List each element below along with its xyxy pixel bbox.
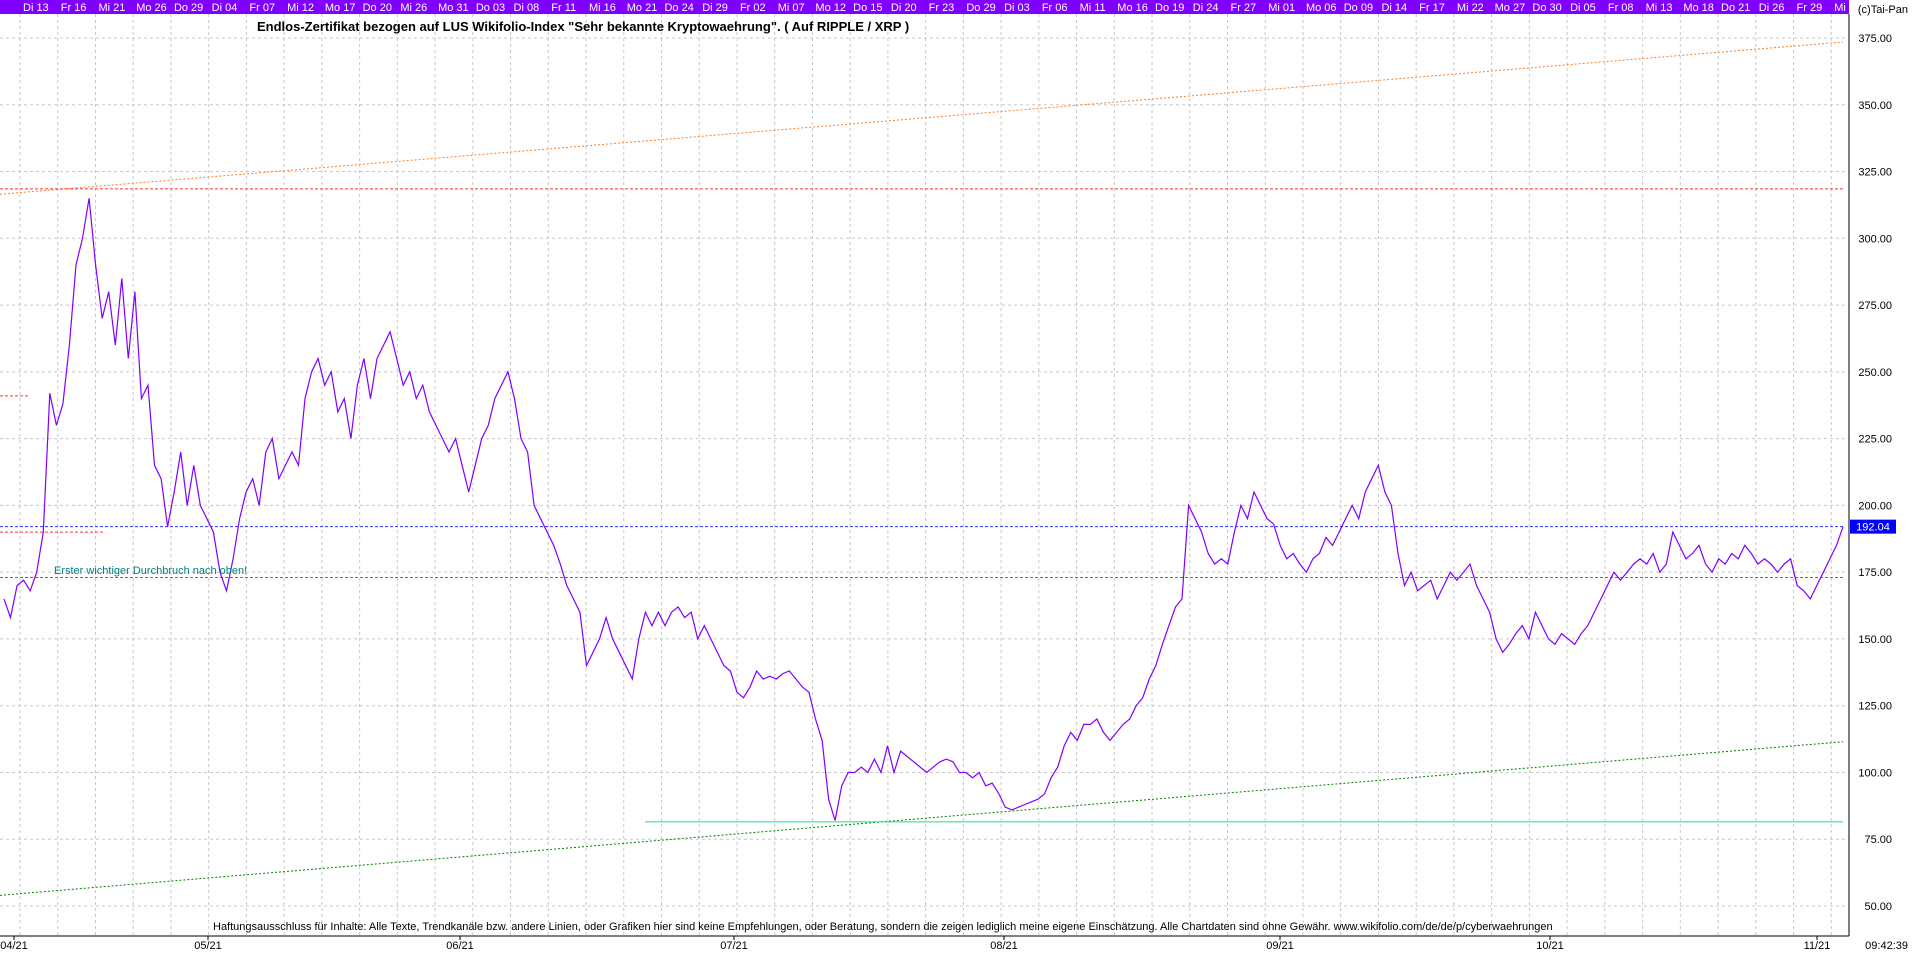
top-date-label: Fr 23 (929, 2, 955, 14)
top-date-label: Di 29 (702, 2, 728, 14)
top-date-bar (0, 0, 1849, 14)
top-date-label: Fr 16 (61, 2, 87, 14)
chart-title: Endlos-Zertifikat bezogen auf LUS Wikifo… (257, 19, 909, 34)
top-date-label: Fr 27 (1231, 2, 1257, 14)
top-date-label: Do 09 (1344, 2, 1373, 14)
top-date-label: Di 04 (212, 2, 238, 14)
y-tick-label: 375.00 (1858, 33, 1892, 45)
month-label: 06/21 (446, 940, 474, 952)
top-date-label: Mi 22 (1457, 2, 1484, 14)
y-tick-label: 175.00 (1858, 567, 1892, 579)
top-date-label: Di 13 (23, 2, 49, 14)
last-value-label: 192.04 (1856, 522, 1890, 534)
y-tick-label: 225.00 (1858, 434, 1892, 446)
top-date-label: Fr 17 (1419, 2, 1445, 14)
top-date-label: Mi 21 (98, 2, 125, 14)
top-date-label: Di 05 (1570, 2, 1596, 14)
top-date-label: Mi 16 (589, 2, 616, 14)
top-date-label: Mo 12 (815, 2, 846, 14)
month-label: 04/21 (0, 940, 28, 952)
top-date-label: Mi 13 (1646, 2, 1673, 14)
top-date-label: Do 29 (174, 2, 203, 14)
timestamp-label: 09:42:39 (1865, 940, 1908, 952)
top-date-label: Fr 11 (551, 2, 576, 14)
top-date-label: Mi (1834, 2, 1846, 14)
month-label: 10/21 (1536, 940, 1564, 952)
annotation-text: Erster wichtiger Durchbruch nach oben! (54, 565, 247, 577)
top-date-label: Mo 06 (1306, 2, 1337, 14)
y-tick-label: 50.00 (1864, 901, 1892, 913)
top-date-label: Fr 08 (1608, 2, 1634, 14)
top-date-label: Fr 06 (1042, 2, 1068, 14)
top-date-label: Mi 26 (400, 2, 427, 14)
y-tick-label: 100.00 (1858, 767, 1892, 779)
top-date-label: Di 26 (1759, 2, 1785, 14)
top-date-label: Di 24 (1193, 2, 1219, 14)
top-date-label: Do 29 (966, 2, 995, 14)
top-date-label: Mo 27 (1495, 2, 1526, 14)
top-date-label: Mo 26 (136, 2, 167, 14)
top-date-label: Fr 02 (740, 2, 766, 14)
top-date-label: Mo 16 (1117, 2, 1148, 14)
y-tick-label: 250.00 (1858, 367, 1892, 379)
month-label: 09/21 (1266, 940, 1294, 952)
top-date-label: Mo 21 (627, 2, 658, 14)
y-tick-label: 125.00 (1858, 701, 1892, 713)
top-date-label: Di 20 (891, 2, 917, 14)
month-label: 05/21 (194, 940, 222, 952)
top-date-label: Do 20 (363, 2, 392, 14)
top-date-label: Do 24 (664, 2, 693, 14)
last-value-box (1850, 519, 1896, 534)
disclaimer-text: Haftungsausschluss für Inhalte: Alle Tex… (213, 921, 1553, 933)
top-date-label: Di 14 (1381, 2, 1407, 14)
upper-trendline (0, 41, 1844, 195)
top-date-label: Mo 18 (1683, 2, 1714, 14)
month-label: 11/21 (1804, 940, 1831, 952)
top-date-label: Do 03 (476, 2, 505, 14)
top-date-label: Mi 07 (778, 2, 805, 14)
top-date-label: Fr 29 (1797, 2, 1823, 14)
top-date-label: Mi 11 (1080, 2, 1106, 14)
top-date-label: Di 08 (514, 2, 540, 14)
top-date-label: Mo 31 (438, 2, 469, 14)
top-date-label: Mo 17 (325, 2, 356, 14)
top-date-label: Do 30 (1532, 2, 1561, 14)
top-date-label: Fr 07 (249, 2, 275, 14)
y-tick-label: 75.00 (1864, 834, 1892, 846)
lower-trendline (0, 741, 1844, 896)
y-tick-label: 150.00 (1858, 634, 1892, 646)
y-tick-label: 275.00 (1858, 300, 1892, 312)
copyright-label: (c)Tai-Pan (1858, 4, 1908, 16)
month-label: 08/21 (990, 940, 1018, 952)
top-date-label: Do 21 (1721, 2, 1750, 14)
y-tick-label: 350.00 (1858, 100, 1892, 112)
price-line (3, 198, 1844, 821)
top-date-label: Mi 12 (287, 2, 314, 14)
top-date-label: Di 03 (1004, 2, 1030, 14)
month-label: 07/21 (720, 940, 748, 952)
bottom-axis-band (0, 936, 1912, 952)
top-date-label: Do 19 (1155, 2, 1184, 14)
y-tick-label: 300.00 (1858, 233, 1892, 245)
y-tick-label: 200.00 (1858, 500, 1892, 512)
y-tick-label: 325.00 (1858, 167, 1892, 179)
top-date-label: Do 15 (853, 2, 882, 14)
top-date-label: Mi 01 (1268, 2, 1295, 14)
